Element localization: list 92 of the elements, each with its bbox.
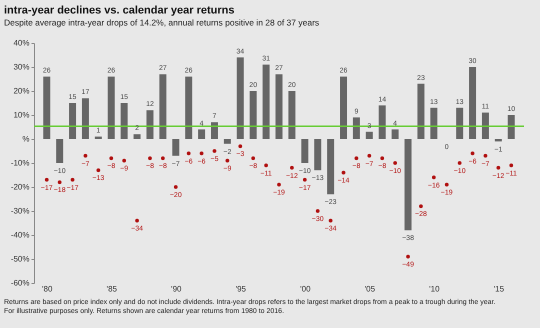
point (277, 182, 281, 186)
bar (469, 67, 476, 139)
bar (250, 91, 257, 139)
x-tick-label: '10 (429, 284, 440, 294)
bar (340, 76, 348, 139)
point (484, 154, 488, 158)
point (251, 156, 256, 160)
x-tick-label: '15 (494, 284, 505, 294)
point (496, 166, 500, 170)
point (393, 161, 397, 165)
point (186, 152, 191, 156)
point (96, 168, 100, 172)
point (200, 152, 204, 156)
bar (134, 134, 141, 139)
point (58, 180, 62, 184)
bar (352, 117, 360, 139)
bar (288, 91, 296, 139)
chart-title: intra-year declines vs. calendar year returns (4, 4, 235, 16)
bar (366, 132, 373, 139)
x-tick-label: '80 (42, 284, 53, 294)
point (458, 161, 462, 165)
point (135, 218, 139, 222)
x-tick-label: '05 (364, 284, 376, 294)
y-tick-label: -20% (10, 182, 30, 192)
y-tick-label: 40% (13, 38, 30, 48)
point (238, 144, 242, 148)
point (406, 254, 410, 258)
bar (327, 139, 334, 194)
point (444, 182, 449, 186)
bar (417, 84, 424, 139)
y-tick-label: 20% (13, 86, 30, 96)
point (148, 156, 152, 160)
bar (82, 98, 89, 139)
x-tick-label: '85 (106, 284, 118, 294)
bar (392, 129, 399, 139)
point (380, 156, 384, 160)
bar (108, 76, 115, 139)
y-tick-label: 30% (13, 62, 30, 72)
bar (456, 108, 464, 139)
point (174, 185, 178, 189)
y-tick-label: % (22, 134, 30, 144)
bar (146, 110, 154, 139)
y-tick-label: 10% (13, 110, 30, 120)
bar (236, 57, 244, 139)
bar (276, 74, 282, 139)
point (432, 176, 436, 180)
bar (172, 139, 180, 156)
point (70, 178, 74, 182)
bar (56, 139, 64, 163)
bar (69, 103, 76, 139)
point (109, 156, 114, 160)
bar (224, 139, 231, 144)
bar (378, 105, 386, 139)
point (212, 149, 216, 153)
point (161, 156, 165, 160)
point (84, 154, 88, 158)
chart-subtitle: Despite average intra-year drops of 14.2%, annual returns positive in 28 of 37 years (4, 18, 320, 28)
bar (198, 129, 206, 139)
x-tick-label: '00 (300, 284, 312, 294)
y-tick-label: -30% (10, 206, 30, 216)
bar (301, 139, 308, 163)
bar (120, 103, 128, 139)
point (316, 209, 320, 213)
x-tick-label: '95 (236, 284, 247, 294)
y-tick-label: -40% (10, 230, 30, 240)
bar (210, 122, 218, 139)
bar (262, 64, 270, 139)
bar (314, 139, 322, 170)
bar (404, 139, 412, 230)
point (328, 218, 332, 222)
bar (159, 74, 166, 139)
point (226, 158, 230, 162)
x-tick-label: '90 (171, 284, 182, 294)
point (367, 154, 372, 158)
y-tick-label: -50% (10, 254, 30, 264)
point (470, 152, 474, 156)
point (264, 164, 268, 168)
point (122, 158, 126, 162)
bar (185, 76, 192, 139)
bar (508, 115, 515, 139)
point (419, 204, 423, 208)
y-tick-label: -60% (10, 278, 30, 288)
y-tick-label: -10% (10, 158, 30, 168)
point (302, 178, 307, 182)
bar (482, 112, 489, 139)
point (354, 156, 358, 160)
bar (43, 76, 50, 139)
point (342, 170, 346, 174)
point (290, 166, 294, 170)
bar (430, 108, 438, 139)
point (44, 178, 49, 182)
point (509, 164, 514, 168)
